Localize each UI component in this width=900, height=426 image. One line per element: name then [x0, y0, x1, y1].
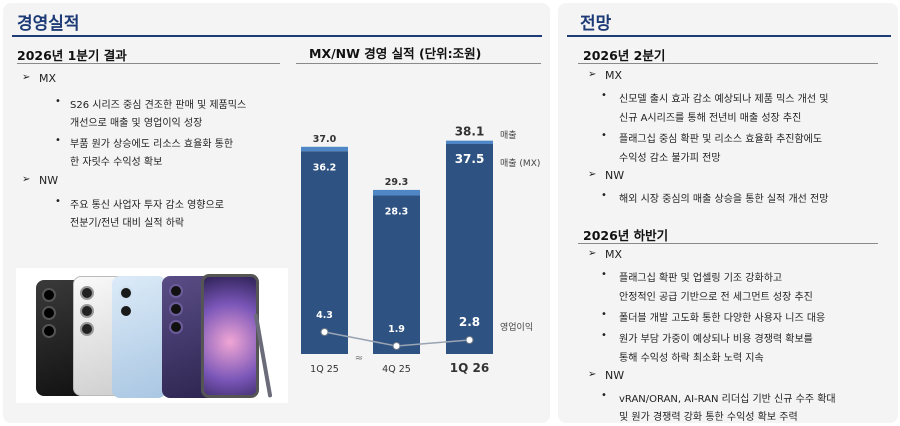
op-value-label: 1.9: [388, 324, 405, 335]
q1-section-rule: [17, 63, 280, 64]
bullet-icon: •: [601, 130, 607, 141]
bar-mx-segment: [446, 144, 493, 354]
h2-section-rule: [578, 243, 878, 244]
bar-mx-segment: [373, 195, 420, 354]
results-title: 경영실적: [17, 14, 80, 34]
group-label-nw: NW: [605, 169, 625, 182]
group-label-nw: NW: [39, 174, 59, 187]
q2-section-rule: [578, 63, 878, 64]
bullet-text: 주요 통신 사업자 투자 감소 영향으로: [70, 200, 224, 211]
bar-nw-segment: [446, 140, 493, 144]
mx-value-label: 36.2: [313, 162, 336, 173]
bullet-text: 안정적인 공급 기반으로 전 세그먼트 성장 추진: [619, 292, 813, 303]
bar-nw-segment: [373, 189, 420, 196]
group-label-mx: MX: [605, 69, 623, 82]
bullet-icon: •: [55, 135, 61, 146]
bullet-text: 및 원가 경쟁력 강화 통한 수익성 확보 주력: [619, 412, 798, 423]
bullet-text: 수익성 감소 불가피 전망: [619, 153, 721, 164]
bullet-icon: •: [601, 269, 607, 280]
op-value-label: 2.8: [459, 315, 480, 329]
bar-nw-segment: [301, 146, 348, 152]
h2-section-title: 2026년 하반기: [583, 228, 669, 243]
bullet-text: vRAN/ORAN, AI-RAN 리더십 기반 신규 수주 확대: [619, 394, 836, 405]
bullet-text: 플래그십 확판 및 업셀링 기조 강화하고: [619, 273, 783, 284]
legend-mx: 매출 (MX): [500, 158, 540, 169]
q1-section-title: 2026년 1분기 결과: [17, 48, 127, 63]
group-marker-icon: ➢: [22, 72, 31, 83]
results-title-rule: [12, 35, 542, 37]
revenue-value-label: 38.1: [455, 125, 485, 139]
bar-mx-segment: [301, 151, 348, 354]
bullet-text: 한 자릿수 수익성 확보: [70, 157, 163, 168]
op-point: [392, 342, 401, 350]
group-marker-icon: ➢: [22, 174, 31, 185]
group-marker-icon: ➢: [588, 69, 597, 80]
bullet-text: 폴더블 개발 고도화 통한 다양한 사용자 니즈 대응: [619, 313, 826, 324]
bullet-text: 플래그십 중심 확판 및 리소스 효율화 추진함에도: [619, 134, 823, 145]
outlook-panel: 전망 2026년 2분기 ➢ MX • 신모델 출시 효과 감소 예상되나 제품…: [558, 3, 898, 423]
chart-title: MX/NW 경영 실적 (단위:조원): [309, 46, 482, 61]
bullet-text: 전분기/전년 대비 실적 하락: [70, 218, 185, 229]
group-marker-icon: ➢: [588, 169, 597, 180]
op-point: [465, 336, 474, 344]
results-panel: 경영실적 2026년 1분기 결과 ➢ MX • S26 시리즈 중심 견조한 …: [3, 3, 550, 423]
product-image: [16, 268, 288, 403]
mx-value-label: 28.3: [385, 207, 408, 218]
q2-section-title: 2026년 2분기: [583, 48, 666, 63]
outlook-title-rule: [567, 35, 891, 37]
x-tick-label: 1Q 25: [310, 364, 339, 375]
bullet-text: 부품 원가 상승에도 리소스 효율화 통한: [70, 139, 234, 150]
bullet-icon: •: [601, 330, 607, 341]
group-marker-icon: ➢: [588, 248, 597, 259]
bullet-text: 신규 A시리즈를 통해 전년비 매출 성장 추진: [619, 113, 802, 124]
legend-revenue: 매출: [500, 130, 517, 141]
group-label-mx: MX: [605, 248, 623, 261]
bullet-icon: •: [55, 96, 61, 107]
group-label-mx: MX: [39, 72, 57, 85]
group-marker-icon: ➢: [588, 369, 597, 380]
bullet-text: 해외 시장 중심의 매출 상승을 통한 실적 개선 전망: [619, 194, 829, 205]
x-tick-label: 4Q 25: [382, 364, 411, 375]
revenue-chart: 37.0 36.2 1Q 25 29.3 28.3 4Q 25 38.1 37.5 1Q 26 4…: [301, 125, 540, 375]
bullet-icon: •: [601, 309, 607, 320]
revenue-value-label: 29.3: [385, 177, 408, 188]
bullet-icon: •: [55, 196, 61, 207]
op-point: [320, 328, 329, 336]
op-value-label: 4.3: [316, 310, 333, 321]
axis-break-icon: ≈: [355, 353, 363, 364]
phone-screen: [201, 274, 259, 398]
bullet-text: 신모델 출시 효과 감소 예상되나 제품 믹스 개선 및: [619, 94, 829, 105]
bullet-text: 원가 부담 가중이 예상되나 비용 경쟁력 확보를: [619, 334, 813, 345]
bullet-icon: •: [601, 190, 607, 201]
revenue-value-label: 37.0: [313, 134, 337, 145]
mx-value-label: 37.5: [455, 152, 485, 166]
bullet-icon: •: [601, 390, 607, 401]
bullet-icon: •: [601, 90, 607, 101]
bullet-text: 통해 수익성 하락 최소화 노력 지속: [619, 353, 764, 364]
bullet-text: S26 시리즈 중심 견조한 판매 및 제품믹스: [70, 100, 247, 111]
x-tick-label: 1Q 26: [450, 361, 489, 375]
legend-op: 영업이익: [500, 321, 533, 333]
chart-title-rule: [296, 63, 541, 64]
group-label-nw: NW: [605, 369, 625, 382]
bullet-text: 개선으로 매출 및 영업이익 성장: [70, 118, 203, 129]
outlook-title: 전망: [580, 14, 612, 34]
